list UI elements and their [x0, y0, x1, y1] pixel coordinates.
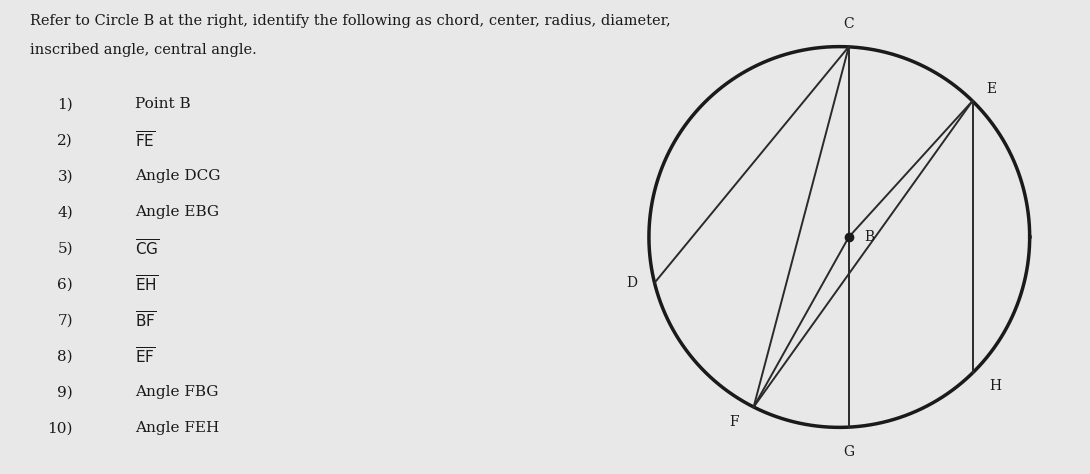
Text: 9): 9) — [58, 385, 73, 400]
Text: 10): 10) — [48, 421, 73, 436]
Text: 6): 6) — [58, 277, 73, 292]
Text: Angle FBG: Angle FBG — [135, 385, 219, 400]
Text: 3): 3) — [58, 169, 73, 183]
Text: $\overline{\mathrm{FE}}$: $\overline{\mathrm{FE}}$ — [135, 130, 156, 150]
Text: G: G — [844, 445, 855, 459]
Text: Angle EBG: Angle EBG — [135, 205, 219, 219]
Text: $\overline{\mathrm{BF}}$: $\overline{\mathrm{BF}}$ — [135, 310, 156, 330]
Text: $\overline{\mathrm{CG}}$: $\overline{\mathrm{CG}}$ — [135, 238, 159, 258]
Text: D: D — [627, 276, 638, 290]
Text: B: B — [864, 230, 875, 244]
Text: $\overline{\mathrm{EH}}$: $\overline{\mathrm{EH}}$ — [135, 274, 158, 294]
Text: Point B: Point B — [135, 97, 191, 111]
Text: 7): 7) — [58, 313, 73, 328]
Text: F: F — [730, 415, 739, 429]
Text: H: H — [990, 380, 1002, 393]
Text: inscribed angle, central angle.: inscribed angle, central angle. — [29, 43, 256, 57]
Text: Angle DCG: Angle DCG — [135, 169, 220, 183]
Text: E: E — [986, 82, 996, 96]
Text: 2): 2) — [58, 133, 73, 147]
Text: $\overline{\mathrm{EF}}$: $\overline{\mathrm{EF}}$ — [135, 346, 156, 366]
Text: 5): 5) — [58, 241, 73, 255]
Text: 1): 1) — [58, 97, 73, 111]
Text: Angle FEH: Angle FEH — [135, 421, 219, 436]
Text: 8): 8) — [58, 349, 73, 364]
Text: 4): 4) — [58, 205, 73, 219]
Text: C: C — [844, 17, 855, 31]
Text: Refer to Circle B at the right, identify the following as chord, center, radius,: Refer to Circle B at the right, identify… — [29, 14, 670, 28]
